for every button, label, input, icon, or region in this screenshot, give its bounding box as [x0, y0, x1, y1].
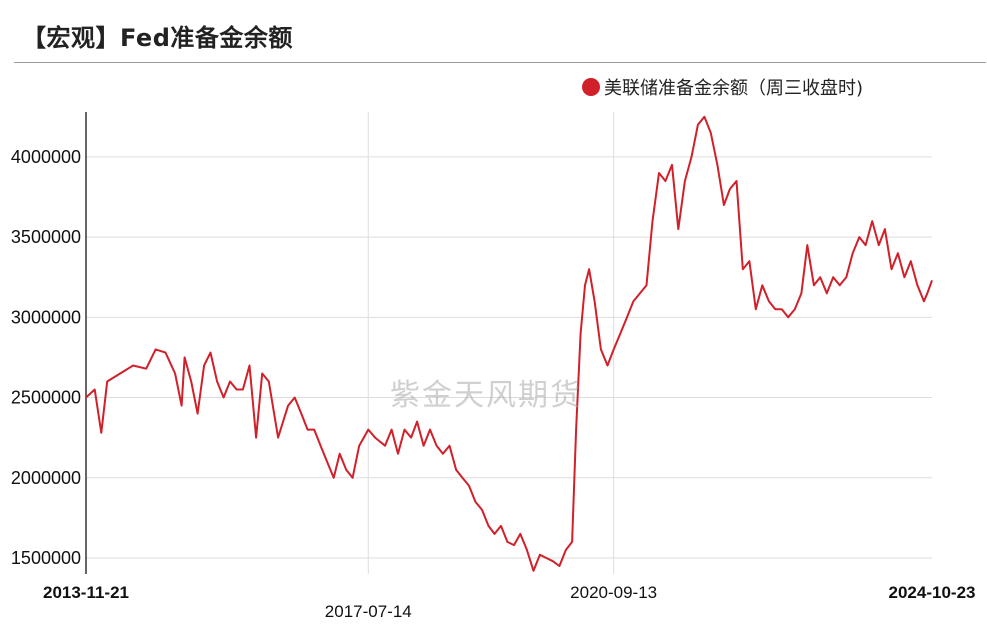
title-divider — [14, 62, 986, 63]
page-title: 【宏观】Fed准备金余额 — [22, 24, 293, 52]
watermark: 紫金天风期货 — [390, 378, 582, 413]
y-tick-label: 3000000 — [11, 307, 81, 327]
y-tick-label: 3500000 — [11, 227, 81, 247]
y-tick-label: 2500000 — [11, 388, 81, 408]
chart-legend: 美联储准备金余额（周三收盘时) — [582, 74, 863, 100]
y-tick-label: 4000000 — [11, 147, 81, 167]
grid-layer — [86, 112, 932, 574]
y-tick-label: 1500000 — [11, 548, 81, 568]
series-layer — [85, 115, 933, 572]
legend-label: 美联储准备金余额（周三收盘时) — [604, 78, 864, 99]
x-tick-label: 2024-10-23 — [889, 583, 976, 602]
x-tick-label: 2017-07-14 — [325, 602, 412, 621]
label-layer: 1500000 2000000 2500000 3000000 3500000 40000… — [11, 147, 976, 621]
x-tick-label: 2013-11-21 — [43, 583, 129, 602]
y-tick-label: 2000000 — [11, 468, 81, 488]
legend-marker-icon — [582, 78, 600, 96]
x-tick-label: 2020-09-13 — [570, 583, 657, 602]
series-line — [85, 115, 933, 572]
